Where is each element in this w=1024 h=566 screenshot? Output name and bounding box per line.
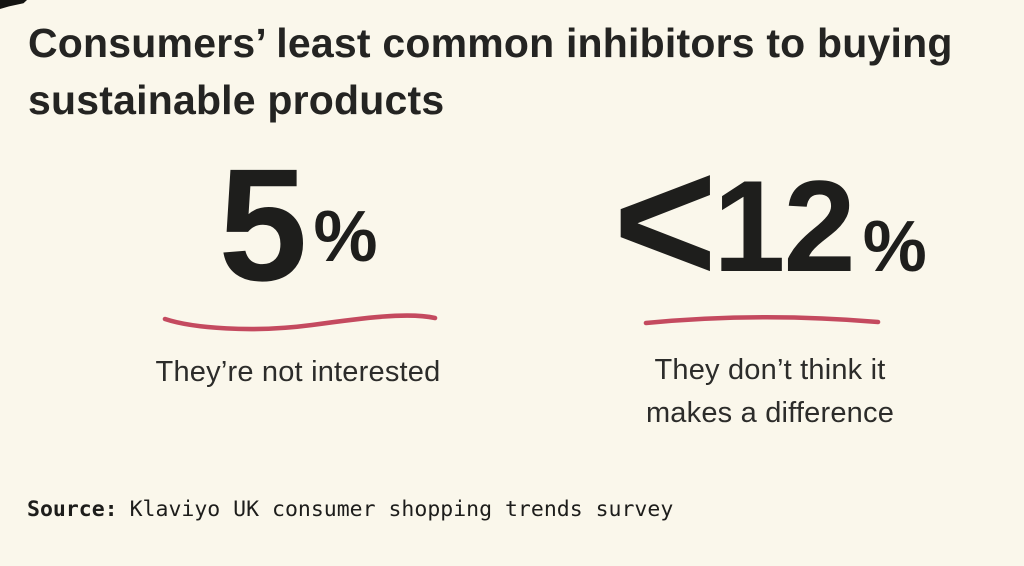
source-attribution: Source: Klaviyo UK consumer shopping tren… xyxy=(27,497,673,522)
corner-artifact xyxy=(0,0,27,9)
stat-value-no-difference: <12% xyxy=(570,132,970,327)
stat-caption-not-interested: They’re not interested xyxy=(155,356,441,388)
source-label: Source: xyxy=(27,497,118,522)
hand-drawn-underline-left xyxy=(162,313,438,332)
hand-drawn-underline-right xyxy=(643,314,881,326)
percent-sign: % xyxy=(313,197,378,277)
stat-number: 5 xyxy=(218,135,307,314)
source-text: Klaviyo UK consumer shopping trends surv… xyxy=(129,497,674,522)
percent-sign: % xyxy=(862,207,927,287)
stat-block-not-interested: 5% xyxy=(118,145,478,351)
page-title: Consumers’ least common inhibitors to bu… xyxy=(28,20,953,123)
stat-number: 12 xyxy=(713,153,856,299)
stat-value-not-interested: 5% xyxy=(118,145,478,351)
stat-block-no-difference: <12% xyxy=(570,132,970,327)
stat-caption-no-difference: They don’t think it makes a difference xyxy=(645,354,895,429)
less-than-sign: < xyxy=(613,121,717,320)
